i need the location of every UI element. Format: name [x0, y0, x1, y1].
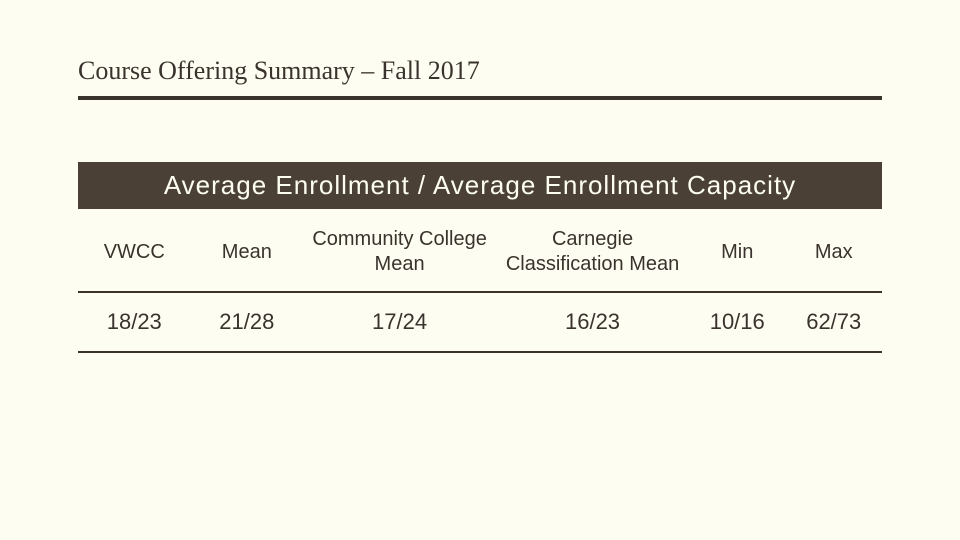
col-header: VWCC — [78, 213, 191, 292]
col-header: Carnegie Classification Mean — [496, 213, 689, 292]
table-cell: 16/23 — [496, 292, 689, 352]
table-row: 18/23 21/28 17/24 16/23 10/16 62/73 — [78, 292, 882, 352]
enrollment-table: VWCC Mean Community College Mean Carnegi… — [78, 213, 882, 353]
title-double-rule — [78, 96, 882, 100]
table-cell: 10/16 — [689, 292, 785, 352]
col-header: Mean — [191, 213, 304, 292]
col-header: Community College Mean — [303, 213, 496, 292]
col-header: Max — [785, 213, 882, 292]
slide: Course Offering Summary – Fall 2017 Aver… — [0, 0, 960, 353]
table-banner: Average Enrollment / Average Enrollment … — [78, 162, 882, 209]
table-cell: 62/73 — [785, 292, 882, 352]
col-header: Min — [689, 213, 785, 292]
table-cell: 17/24 — [303, 292, 496, 352]
table-cell: 21/28 — [191, 292, 304, 352]
table-cell: 18/23 — [78, 292, 191, 352]
table-header-row: VWCC Mean Community College Mean Carnegi… — [78, 213, 882, 292]
page-title: Course Offering Summary – Fall 2017 — [78, 56, 882, 96]
